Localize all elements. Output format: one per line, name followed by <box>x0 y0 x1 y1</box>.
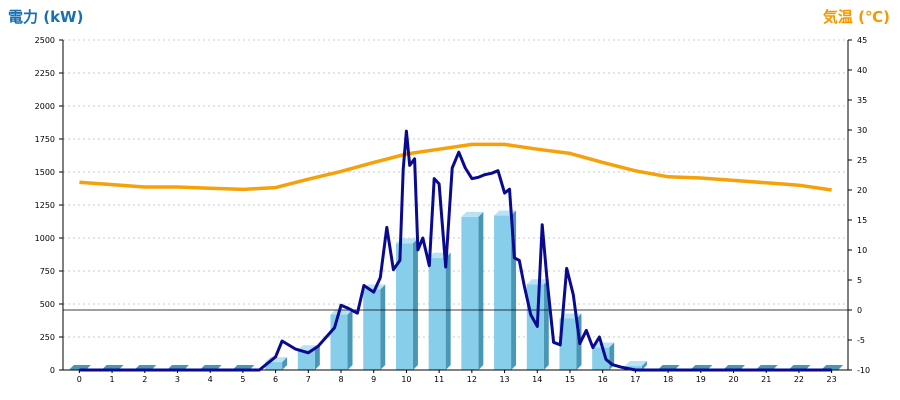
x-tick-label: 14 <box>532 375 542 384</box>
bar-side <box>543 279 549 370</box>
generation-bars <box>68 210 844 370</box>
left-tick-label: 500 <box>40 300 55 309</box>
right-tick-label: -10 <box>857 366 870 375</box>
right-tick-label: 10 <box>857 246 867 255</box>
x-tick-label: 13 <box>499 375 509 384</box>
x-tick-label: 22 <box>794 375 804 384</box>
right-tick-label: 5 <box>857 276 862 285</box>
tick-labels: 02505007501000125015001750200022502500-1… <box>35 36 870 384</box>
right-tick-label: 45 <box>857 36 867 45</box>
bar-side <box>412 238 418 370</box>
x-tick-label: 21 <box>761 375 771 384</box>
bar-side <box>641 361 647 370</box>
bar-top <box>330 309 353 315</box>
bar-top <box>526 279 549 285</box>
right-tick-label: 30 <box>857 126 867 135</box>
x-tick-label: 6 <box>273 375 278 384</box>
left-tick-label: 1500 <box>35 168 55 177</box>
bar-front <box>559 318 577 370</box>
x-tick-label: 1 <box>110 375 115 384</box>
x-tick-label: 2 <box>142 375 147 384</box>
left-tick-label: 1750 <box>35 135 55 144</box>
power-axis-title: 電力 (kW) <box>8 8 84 26</box>
x-tick-label: 7 <box>306 375 311 384</box>
x-tick-label: 18 <box>663 375 673 384</box>
bar-side <box>445 252 451 370</box>
bar-side <box>282 357 288 370</box>
left-tick-label: 250 <box>40 333 55 342</box>
bar-hour-11 <box>428 252 451 370</box>
x-tick-label: 16 <box>598 375 608 384</box>
temperature-line <box>79 142 832 192</box>
right-tick-label: 20 <box>857 186 867 195</box>
power-line <box>79 129 832 372</box>
bar-side <box>478 211 484 370</box>
bar-front <box>494 215 512 370</box>
bar-front <box>428 257 446 370</box>
bar-side <box>347 309 353 370</box>
left-tick-label: 1250 <box>35 201 55 210</box>
x-tick-label: 5 <box>240 375 245 384</box>
x-tick-label: 4 <box>208 375 213 384</box>
x-tick-label: 15 <box>565 375 575 384</box>
left-tick-label: 2250 <box>35 69 55 78</box>
grid-lines <box>63 39 848 338</box>
x-tick-label: 12 <box>467 375 477 384</box>
x-tick-label: 11 <box>434 375 444 384</box>
right-tick-label: 35 <box>857 96 867 105</box>
bar-front <box>330 314 348 370</box>
x-tick-label: 9 <box>371 375 376 384</box>
right-tick-label: 40 <box>857 66 867 75</box>
chart-axes <box>59 39 852 373</box>
right-tick-label: 15 <box>857 216 867 225</box>
bar-front <box>265 362 283 370</box>
x-tick-label: 10 <box>401 375 411 384</box>
bar-side <box>314 345 320 370</box>
x-tick-label: 0 <box>77 375 82 384</box>
bar-top <box>624 361 647 367</box>
bar-hour-10 <box>395 238 418 370</box>
bar-front <box>395 243 413 370</box>
bar-front <box>624 366 642 370</box>
bar-side <box>380 284 386 370</box>
left-tick-label: 0 <box>50 366 55 375</box>
x-tick-label: 23 <box>827 375 837 384</box>
bar-hour-8 <box>330 309 353 370</box>
right-tick-label: 0 <box>857 306 862 315</box>
x-tick-label: 17 <box>630 375 640 384</box>
bar-top <box>461 211 484 217</box>
bar-front <box>363 289 381 370</box>
x-tick-label: 20 <box>728 375 738 384</box>
bar-hour-17 <box>624 361 647 370</box>
left-tick-label: 1000 <box>35 234 55 243</box>
bar-front <box>526 284 544 370</box>
bar-front <box>461 216 479 370</box>
bar-front <box>297 350 315 370</box>
left-tick-label: 750 <box>40 267 55 276</box>
right-tick-label: -5 <box>857 336 865 345</box>
x-tick-label: 3 <box>175 375 180 384</box>
temperature-axis-title: 気温 (℃) <box>822 8 890 26</box>
right-tick-label: 25 <box>857 156 867 165</box>
x-tick-label: 8 <box>338 375 343 384</box>
left-tick-label: 2500 <box>35 36 55 45</box>
left-tick-label: 2000 <box>35 102 55 111</box>
x-tick-label: 19 <box>696 375 706 384</box>
bar-hour-9 <box>363 284 386 370</box>
data-lines <box>79 129 832 372</box>
bar-hour-12 <box>461 211 484 370</box>
